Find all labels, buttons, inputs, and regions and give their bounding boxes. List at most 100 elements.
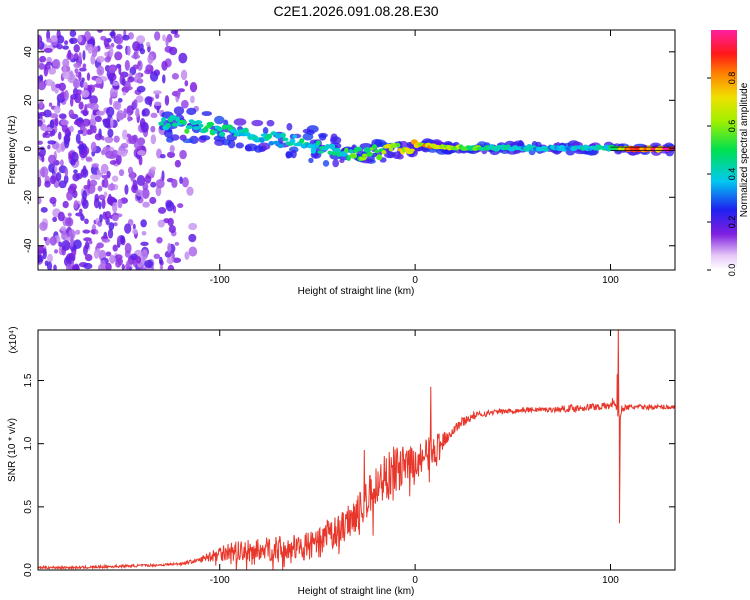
ridge-cell [171,122,179,127]
noise-blob [96,110,105,116]
noise-blob [70,151,79,163]
noise-blob [150,181,157,188]
colorbar-tick-label: 0.4 [727,168,737,181]
noise-blob [68,37,78,44]
ridge-cell [310,147,317,154]
noise-blob [108,222,115,231]
noise-blob [114,51,123,61]
noise-blob [73,169,78,174]
ridge-cell [206,121,215,127]
noise-blob [156,236,163,244]
spectrogram-x-ticks: -100 0 100 [210,30,619,286]
noise-blob [137,61,142,67]
noise-blob [90,141,97,153]
noise-blob [46,261,53,270]
noise-blob [107,128,114,138]
noise-blob [104,51,108,57]
noise-blob [124,223,132,234]
noise-blob [75,172,83,180]
noise-blob [60,119,69,126]
noise-blob [82,199,89,210]
noise-blob [169,145,175,153]
y-tick-label: 0.5 [23,499,34,513]
colorbar-tick-label: 0.6 [727,120,737,133]
snr-frame [37,329,676,571]
noise-blob [94,193,99,202]
noise-blob [73,200,79,210]
noise-blob [150,125,156,133]
noise-blob [47,253,54,263]
noise-blob [126,45,131,56]
noise-blob [111,175,119,182]
noise-blob [86,72,91,81]
noise-blob [87,178,91,190]
noise-blob [135,189,143,197]
noise-blob [155,185,162,197]
ridge-cell [388,147,394,152]
noise-blob [109,96,113,106]
noise-blob [104,136,114,144]
noise-blob [136,256,142,264]
ridge-cell [270,131,277,136]
noise-blob [39,166,49,178]
noise-blob [89,95,98,105]
noise-blob [58,131,62,140]
noise-blob [94,133,103,141]
noise-blob [188,246,198,257]
noise-blob [101,238,111,243]
noise-blob [98,194,106,201]
noise-blob [38,196,42,205]
x-tick-label: 0 [412,275,418,286]
noise-blob [60,226,67,232]
noise-blob [102,178,109,189]
noise-blob [96,55,105,63]
noise-blob [38,62,45,70]
noise-blob [43,109,52,118]
noise-blob [62,71,71,80]
noise-blob [116,44,123,50]
ridge-halo [330,136,342,145]
noise-blob [101,198,106,209]
noise-blob [89,125,94,130]
noise-blob [54,249,58,254]
noise-blob [117,198,123,209]
noise-blob [52,216,58,222]
noise-blob [146,41,151,47]
noise-blob [176,89,181,100]
ridge-halo [233,118,247,126]
noise-blob [90,174,98,180]
noise-blob [122,91,127,96]
noise-blob [47,140,57,145]
colorbar-ticks: 0.0 0.2 0.4 0.6 0.8 [707,72,737,276]
colorbar: 0.0 0.2 0.4 0.6 0.8 Normalized spectral ampl… [707,30,750,276]
ridge-cell [219,131,226,137]
noise-blob [150,134,157,145]
noise-blob [39,221,48,231]
noise-blob [47,144,51,150]
noise-blob [82,63,87,69]
ridge-cell [317,150,324,154]
noise-blob [67,212,72,217]
noise-blob [73,44,80,53]
noise-blob [140,219,147,228]
noise-blob [74,229,81,235]
snr-y-ticks: 0.0 0.5 1.0 1.5 [23,373,675,577]
noise-blob [118,169,125,177]
noise-blob [118,65,122,75]
noise-blob [107,228,114,239]
noise-blob [42,132,47,138]
noise-blob [61,239,71,251]
noise-blob [75,133,81,144]
colorbar-gradient [711,30,737,270]
noise-blob [112,222,118,227]
noise-blob [105,262,112,270]
noise-blob [107,193,112,205]
noise-blob [82,81,88,89]
ridge-cell [184,128,190,134]
snr-x-ticks: -100 0 100 [210,330,619,586]
ridge-halo [201,111,212,117]
noise-blob [87,46,93,54]
noise-blob [141,250,148,260]
noise-blob [107,183,116,191]
noise-blob [112,201,118,213]
